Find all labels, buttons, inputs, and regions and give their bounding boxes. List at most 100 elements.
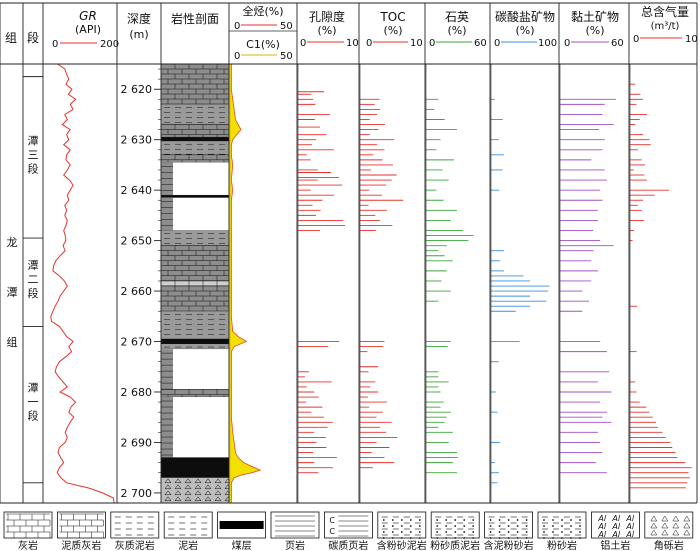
lith-interval <box>161 230 229 246</box>
legend-dot <box>525 519 528 521</box>
legend-al-mark: Al <box>597 514 606 523</box>
lith-interval <box>161 162 229 196</box>
legend-dot <box>454 519 457 521</box>
segment-label-char: 潭 <box>28 134 39 147</box>
legend-dot <box>400 525 403 527</box>
carbonate-bars <box>491 98 550 484</box>
quartz-max: 60 <box>474 38 487 49</box>
lith-breccia-mark <box>214 490 222 496</box>
legend-swatch <box>591 511 640 539</box>
gas-log-min-2: 0 <box>234 51 240 62</box>
lith-interval <box>161 344 229 350</box>
legend-dot <box>409 525 412 527</box>
lith-breccia-mark <box>204 484 212 490</box>
segment-label-char: 段 <box>28 161 39 175</box>
depth-tick-label: 2 680 <box>121 386 153 399</box>
carbonate-min: 0 <box>494 38 500 49</box>
property-bars <box>298 83 692 489</box>
legend-item-silty-mudstone: 含粉砂泥岩 <box>377 511 427 551</box>
legend-label: 角砾岩 <box>654 539 684 551</box>
lith-breccia-mark <box>164 478 172 484</box>
legend-breccia-mark <box>672 522 680 529</box>
legend-swatch <box>3 511 53 539</box>
lith-breccia-mark <box>194 484 202 490</box>
toc-bars <box>360 98 404 469</box>
legend-dot <box>436 519 439 521</box>
porosity-title: 孔隙度 <box>309 9 345 24</box>
lith-coal <box>161 457 229 478</box>
legend-dot <box>543 525 545 527</box>
lith-breccia-mark <box>164 490 172 496</box>
legend-label: 灰质泥岩 <box>115 539 155 551</box>
legend-swatch <box>430 511 480 539</box>
lith-breccia-mark <box>174 478 182 484</box>
legend-swatch <box>323 511 373 539</box>
legend-swatch <box>377 511 427 539</box>
clay-min: 0 <box>564 38 570 49</box>
gas-log-max-2: 50 <box>280 51 293 62</box>
legend-dot <box>543 537 545 539</box>
legend-dot <box>391 519 394 521</box>
legend-dot <box>489 531 492 533</box>
legend-dot <box>454 537 457 539</box>
lith-interval <box>160 154 229 163</box>
clay-max: 60 <box>611 38 624 49</box>
legend-label: 灰岩 <box>18 539 38 551</box>
legend-dot <box>436 531 439 533</box>
legend-item-limestone: 灰岩 <box>3 511 53 551</box>
lith-breccia-mark <box>214 484 222 490</box>
legend-dot <box>418 519 421 521</box>
legend-swatch <box>110 511 160 539</box>
toc-title: TOC <box>379 10 405 24</box>
lith-breccia-mark <box>194 496 202 502</box>
porosity-min: 0 <box>300 38 306 49</box>
gas-content-unit: (m³/t) <box>651 21 680 32</box>
legend-label: 泥岩 <box>178 539 198 551</box>
legend-dot <box>561 531 563 533</box>
lith-breccia-mark <box>164 484 172 490</box>
toc-max: 10 <box>410 38 423 49</box>
legend-dot <box>525 531 528 533</box>
legend-breccia-mark <box>661 529 669 536</box>
legend-dot <box>382 537 385 539</box>
gr-min-label: 0 <box>52 39 58 50</box>
gr-curve <box>50 63 115 504</box>
gas-content-min: 0 <box>633 34 639 45</box>
legend-breccia-mark <box>683 515 691 522</box>
legend-dot <box>570 531 572 533</box>
legend-item-argillaceous-siltstone: 粉砂质泥岩 <box>430 511 480 551</box>
depth-ticks: 2 620 2 630 2 640 2 650 2 660 2 670 2 680 2 690… <box>121 68 161 500</box>
legend-coal-band <box>219 521 264 529</box>
legend-dot <box>463 519 466 521</box>
legend: 灰岩 泥质灰岩 灰质泥岩 泥岩 煤层 页岩 CC 碳质页岩 含粉砂泥岩 粉砂质泥岩 含泥粉砂岩 粉砂岩… <box>3 511 694 551</box>
legend-al-mark: Al <box>625 522 634 531</box>
legend-label: 碳质页岩 <box>328 539 368 551</box>
legend-breccia-mark <box>683 522 691 529</box>
lith-interval <box>160 63 229 105</box>
porosity-max: 10 <box>346 38 359 49</box>
legend-swatch <box>57 511 106 539</box>
legend-dot <box>579 537 581 539</box>
legend-dot <box>391 525 394 527</box>
lith-interval <box>160 280 229 287</box>
legend-dot <box>418 531 421 533</box>
gas-log-max-1: 50 <box>280 21 293 32</box>
depth-label-1: 深度 <box>127 11 151 26</box>
legend-dot <box>454 531 457 533</box>
legend-dot <box>552 525 554 527</box>
legend-item-calcareous-mudstone: 灰质泥岩 <box>110 511 160 551</box>
legend-al-mark: Al <box>611 522 620 531</box>
lith-interval <box>161 311 229 340</box>
gas-log-title-2: C1(%) <box>246 38 280 51</box>
lith-interval <box>161 141 229 156</box>
lith-breccia-mark <box>204 496 212 502</box>
legend-dot <box>418 537 421 539</box>
lith-interval <box>161 397 229 458</box>
lith-fill <box>161 245 229 281</box>
quartz-unit: (%) <box>447 24 466 37</box>
total-hydrocarbon-curve <box>231 64 262 503</box>
legend-al-mark: Al <box>597 530 606 539</box>
lith-interval <box>161 349 229 390</box>
segment-label-char: 潭 <box>28 259 39 272</box>
gas-log-min-1: 0 <box>234 21 240 32</box>
